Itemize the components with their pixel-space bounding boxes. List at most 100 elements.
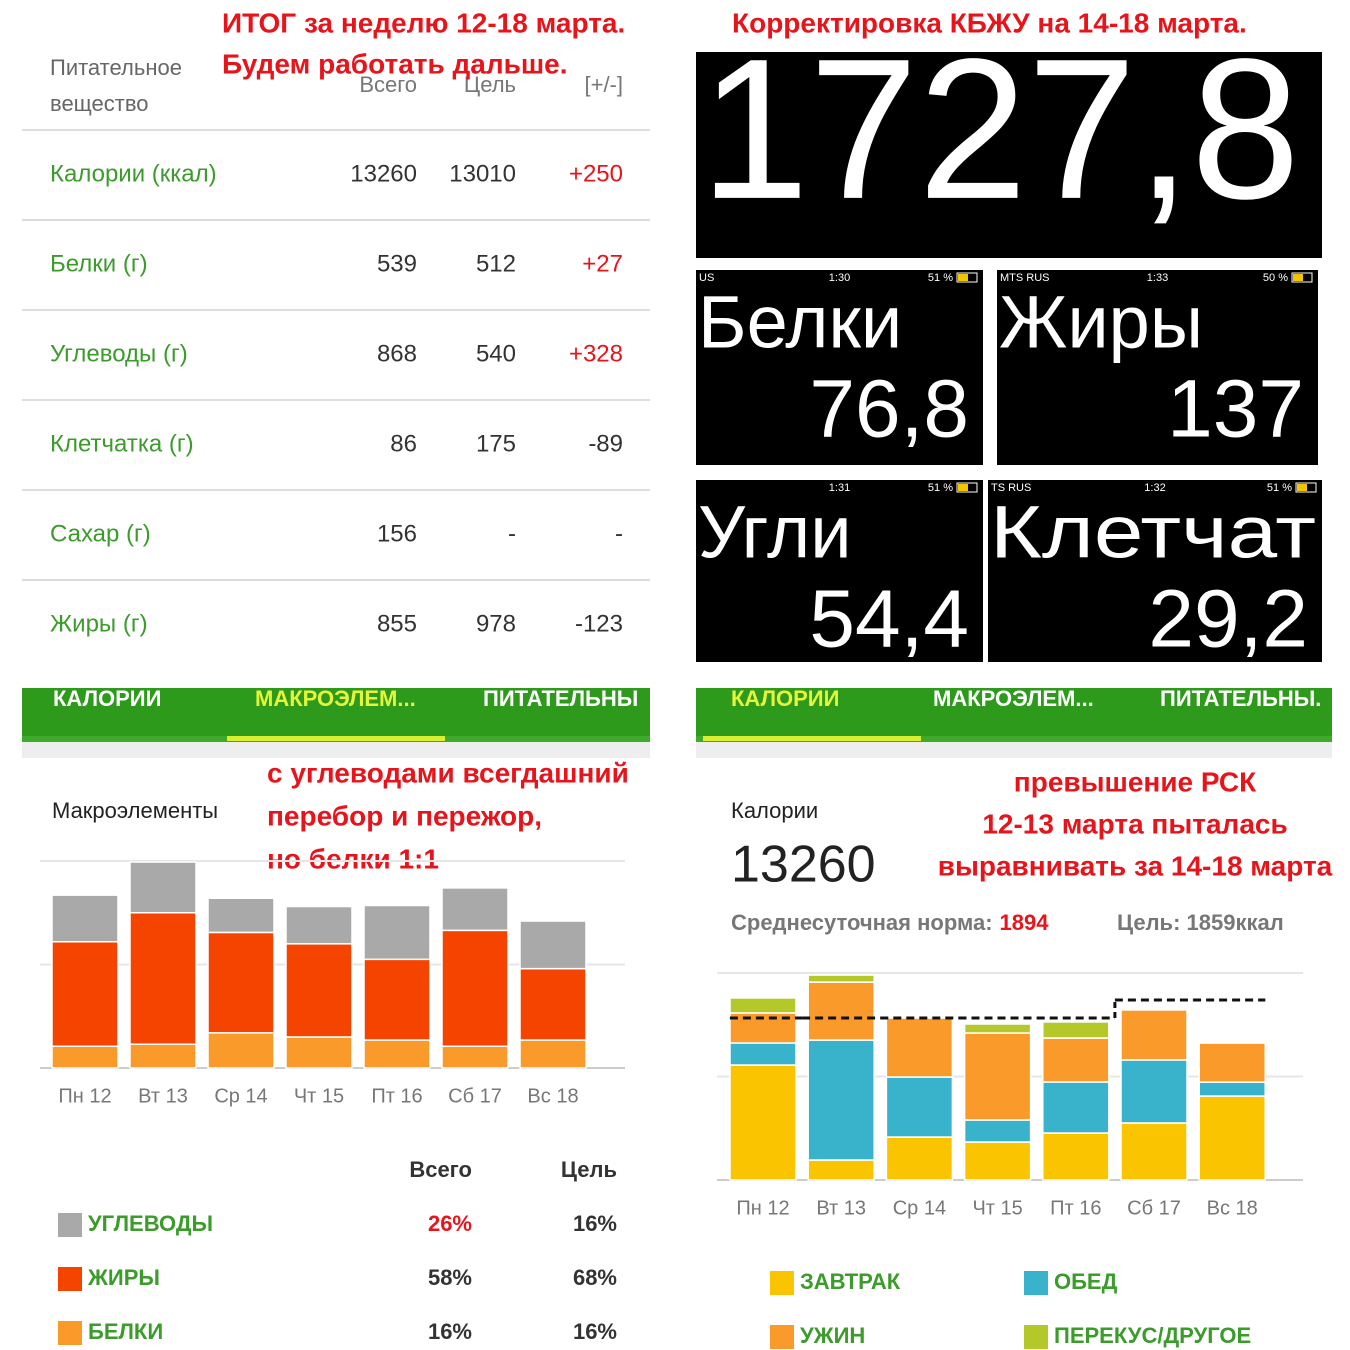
bar-segment: [519, 1039, 587, 1069]
x-tick-label: Пн 12: [736, 1197, 789, 1219]
battery: [1295, 482, 1317, 493]
bar-segment: [285, 943, 353, 1038]
nutrient-cell: 175: [476, 430, 516, 457]
bar-segment: [51, 894, 119, 943]
x-tick-label: Сб 17: [1127, 1197, 1181, 1219]
legend-label: ЗАВТРАК: [800, 1269, 901, 1294]
table-header: Цель: [464, 72, 516, 97]
bar-segment: [807, 974, 875, 983]
legend-label: БЕЛКИ: [88, 1319, 163, 1344]
tab[interactable]: МАКРОЭЛЕМ...: [933, 686, 1094, 711]
bar-segment: [363, 1039, 431, 1069]
battery: [956, 482, 978, 493]
bar-segment: [207, 1032, 275, 1069]
chart-title: Макроэлементы: [52, 798, 218, 823]
tab[interactable]: ПИТАТЕЛЬНЫ.: [1160, 686, 1321, 711]
bar-segment: [207, 931, 275, 1034]
total-panel: [696, 52, 1322, 258]
bar-segment: [363, 958, 431, 1041]
bar-segment: [519, 920, 587, 970]
nutrient-cell: 13260: [350, 160, 417, 187]
status-text: US: [699, 272, 714, 284]
bar-segment: [885, 1076, 954, 1138]
legend-swatch: [58, 1321, 82, 1345]
tab[interactable]: ПИТАТЕЛЬНЫ: [483, 686, 638, 711]
annotation: 12-13 марта пыталась: [982, 808, 1287, 839]
legend-label: УЖИН: [800, 1323, 865, 1348]
x-tick-label: Вс 18: [527, 1085, 578, 1107]
x-tick-label: Чт 15: [972, 1197, 1022, 1219]
tab-shadow: [22, 742, 650, 758]
tab-underline: [703, 736, 921, 741]
nutrient-cell: 13010: [449, 160, 516, 187]
bar-segment: [285, 905, 353, 945]
nutrient-cell: 539: [377, 250, 417, 277]
legend-swatch: [1024, 1271, 1048, 1295]
status-text: 51 %: [928, 482, 953, 494]
legend-swatch: [1024, 1325, 1048, 1349]
nutrient-name: Белки (г): [50, 250, 148, 277]
nutrient-cell: 156: [377, 520, 417, 547]
x-tick-label: Вт 13: [138, 1085, 188, 1107]
bar-segment: [885, 1017, 954, 1078]
daily-norm-label: Среднесуточная норма:: [731, 910, 993, 935]
bar-segment: [129, 912, 197, 1045]
annotation: перебор и пережор,: [267, 800, 542, 831]
nutrient-name: Клетчатка (г): [50, 430, 194, 457]
bar-segment: [729, 1064, 797, 1181]
nutrient-name: Жиры (г): [50, 610, 148, 637]
nutrient-cell: +328: [569, 340, 623, 367]
annotation: ИТОГ за неделю 12-18 марта.: [222, 7, 625, 38]
tile-bg: [988, 480, 1322, 662]
nutrient-name: Углеводы (г): [50, 340, 188, 367]
legend-value: 16%: [428, 1319, 472, 1344]
annotation: но белки 1:1: [267, 843, 439, 874]
tab[interactable]: КАЛОРИИ: [731, 686, 839, 711]
bar-segment: [51, 940, 119, 1048]
bar-segment: [963, 1032, 1032, 1121]
status-text: TS RUS: [991, 482, 1031, 494]
legend-swatch: [770, 1271, 794, 1295]
legend-value: 68%: [573, 1265, 617, 1290]
bar-segment: [519, 967, 587, 1041]
annotation: выравнивать за 14-18 марта: [938, 850, 1333, 881]
tile-value: 76,8: [809, 364, 969, 455]
annotation: Корректировка КБЖУ на 14-18 марта.: [732, 7, 1247, 38]
legend-swatch: [58, 1267, 82, 1291]
bar-segment: [963, 1023, 1032, 1034]
bar-segment: [207, 897, 275, 934]
status-text: 1:32: [1144, 482, 1165, 494]
nutrient-cell: -89: [588, 430, 623, 457]
tab[interactable]: КАЛОРИИ: [53, 686, 161, 711]
bar-segment: [441, 929, 509, 1048]
x-tick-label: Ср 14: [893, 1197, 946, 1219]
tile-label: Клетчат: [990, 491, 1316, 574]
x-tick-label: Пт 16: [371, 1085, 422, 1107]
legend-label: ОБЕД: [1054, 1269, 1118, 1294]
tile-value: 29,2: [1148, 574, 1308, 665]
bar-segment: [1042, 1081, 1110, 1134]
total-calories: 13260: [731, 836, 876, 894]
tab-shadow: [696, 742, 1332, 758]
nutrient-cell: 540: [476, 340, 516, 367]
status-text: 50 %: [1263, 272, 1288, 284]
tile-label: Угли: [698, 491, 852, 574]
legend-value: 16%: [573, 1211, 617, 1236]
bar-segment: [885, 1136, 954, 1181]
tile-value: 54,4: [809, 574, 969, 665]
legend-label: ПЕРЕКУС/ДРУГОЕ: [1054, 1323, 1251, 1348]
status-text: 1:30: [829, 272, 850, 284]
legend-swatch: [58, 1213, 82, 1237]
tile-value: 137: [1167, 364, 1304, 455]
nutrient-cell: -: [615, 520, 623, 547]
x-tick-label: Вт 13: [816, 1197, 866, 1219]
tab[interactable]: МАКРОЭЛЕМ...: [255, 686, 416, 711]
bar-segment: [1120, 1009, 1188, 1061]
battery: [956, 272, 978, 283]
nutrient-name: Калории (ккал): [50, 160, 217, 187]
bar-segment: [1198, 1095, 1266, 1181]
nutrient-name: Сахар (г): [50, 520, 151, 547]
bar-segment: [807, 1159, 875, 1181]
